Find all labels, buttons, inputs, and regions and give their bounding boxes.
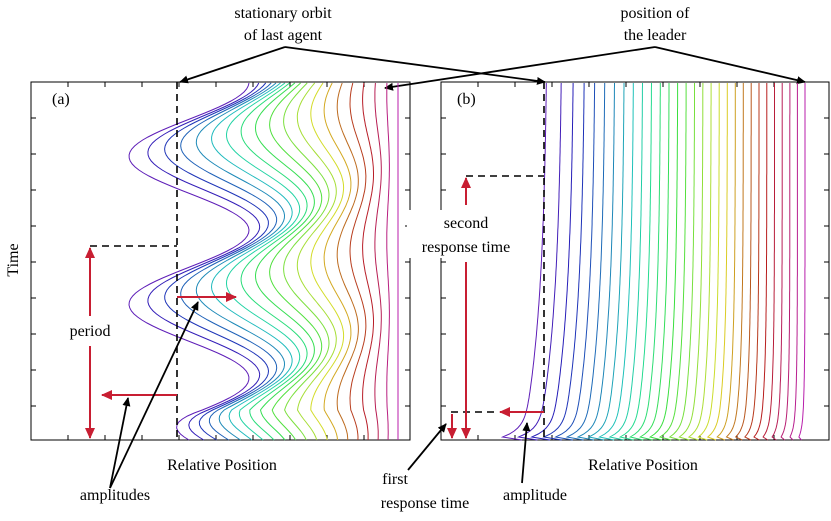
panel-a-agent-trajectory <box>349 82 367 441</box>
period-label: period <box>70 323 111 340</box>
panel-b-agent-trajectory <box>798 83 806 441</box>
panel-b-agent-trajectory <box>639 83 670 441</box>
panel-a-xlabel: Relative Position <box>167 457 277 474</box>
panel-a-agent-trajectory <box>374 82 382 441</box>
amplitudes-pointer-2 <box>109 301 199 489</box>
first-response-label-line2: response time <box>381 495 469 512</box>
panel-a-agent-trajectory <box>296 82 337 441</box>
panel-b-agent-trajectory <box>608 83 643 441</box>
panel-a-ylabel: Time <box>5 243 22 276</box>
second-response-label-line1: second <box>444 215 488 232</box>
panel-b-agent-trajectory <box>649 83 679 441</box>
panel-a-agent-trajectory <box>128 82 250 441</box>
panel-b-agent-trajectory <box>565 83 606 441</box>
panel-b-agent-trajectory <box>618 83 652 441</box>
panel-b-agent-trajectory <box>542 83 585 441</box>
panel-b-agent-trajectory <box>598 83 634 441</box>
panel-a-curves <box>128 82 399 441</box>
panel-b-agent-trajectory <box>716 83 736 441</box>
panel-b-agent-trajectory <box>725 83 744 441</box>
panel-b-agent-trajectory <box>576 83 615 441</box>
second-response-label-line2: response time <box>422 239 510 256</box>
panel-b-curves <box>500 82 806 441</box>
stationary-orbit-pointer-a <box>179 46 286 84</box>
panel-b-agent-trajectory <box>789 83 798 441</box>
stationary-orbit-label-line2: of last agent <box>244 27 323 44</box>
panel-b-agent-trajectory <box>629 83 661 441</box>
first-response-pointer <box>407 423 447 471</box>
panel-b-agent-trajectory <box>734 83 752 441</box>
panel-a-tag: (a) <box>52 91 70 108</box>
panel-a-agent-trajectory <box>283 82 330 441</box>
panel-a-agent-trajectory <box>336 82 359 441</box>
amplitude-pointer <box>521 422 531 484</box>
panel-a-agent-trajectory <box>164 82 270 441</box>
first-response-label-line1: first <box>382 471 408 488</box>
panel-a-agent-trajectory <box>254 82 315 441</box>
panel-b-agent-trajectory <box>744 83 760 441</box>
panel-a-agent-trajectory <box>386 82 390 440</box>
panel-b-agent-trajectory <box>554 83 596 441</box>
panel-b-agent-trajectory <box>516 82 562 441</box>
amplitudes-label: amplitudes <box>80 487 150 504</box>
panel-b-agent-trajectory <box>687 83 712 441</box>
panel-b-ticks <box>441 82 829 440</box>
panel-a: (a) period amplitudes Relative Position … <box>5 81 411 504</box>
second-response-label-bg <box>407 210 527 258</box>
position-leader-label-line1: position of <box>621 5 691 22</box>
panel-a-agent-trajectory <box>210 82 293 441</box>
panel-b-agent-trajectory <box>658 83 687 441</box>
panel-b-agent-trajectory <box>706 83 728 441</box>
panel-a-agent-trajectory <box>310 82 345 441</box>
panel-a-agent-trajectory <box>240 82 308 441</box>
panel-b-agent-trajectory <box>668 83 695 441</box>
panel-a-frame <box>30 81 411 441</box>
panel-a-agent-trajectory <box>323 82 352 441</box>
panel-a-agent-trajectory <box>225 82 301 441</box>
panel-b-agent-trajectory <box>678 83 704 441</box>
amplitude-label: amplitude <box>503 487 567 504</box>
position-leader-label-line2: the leader <box>624 27 687 44</box>
stationary-orbit-label-line1: stationary orbit <box>234 5 332 22</box>
panel-b-agent-trajectory <box>587 83 625 441</box>
amplitudes-pointer-1 <box>109 397 131 489</box>
stationary-orbit-pointer-b <box>284 46 546 85</box>
panel-a-ticks <box>31 82 410 440</box>
panel-b-agent-trajectory <box>530 83 574 441</box>
panel-a-agent-trajectory <box>362 82 374 440</box>
panel-b-agent-trajectory <box>780 83 791 441</box>
panel-b-agent-trajectory <box>762 83 775 441</box>
panel-a-agent-trajectory <box>147 82 261 441</box>
panel-b-xlabel: Relative Position <box>588 457 698 474</box>
panel-b-agent-trajectory <box>771 83 783 441</box>
panel-b-agent-trajectory <box>697 83 720 441</box>
panel-b: (b) second response time first response … <box>381 81 830 512</box>
panel-a-agent-trajectory <box>269 82 323 441</box>
panel-a-agent-trajectory <box>180 82 278 441</box>
panel-b-tag: (b) <box>457 91 476 108</box>
panel-b-frame <box>440 81 830 441</box>
position-leader-pointer-a <box>384 46 656 91</box>
panel-b-agent-trajectory <box>500 83 547 441</box>
panel-b-agent-trajectory <box>753 83 768 441</box>
panel-a-agent-trajectory <box>195 82 286 441</box>
position-leader-pointer-b <box>654 46 806 85</box>
